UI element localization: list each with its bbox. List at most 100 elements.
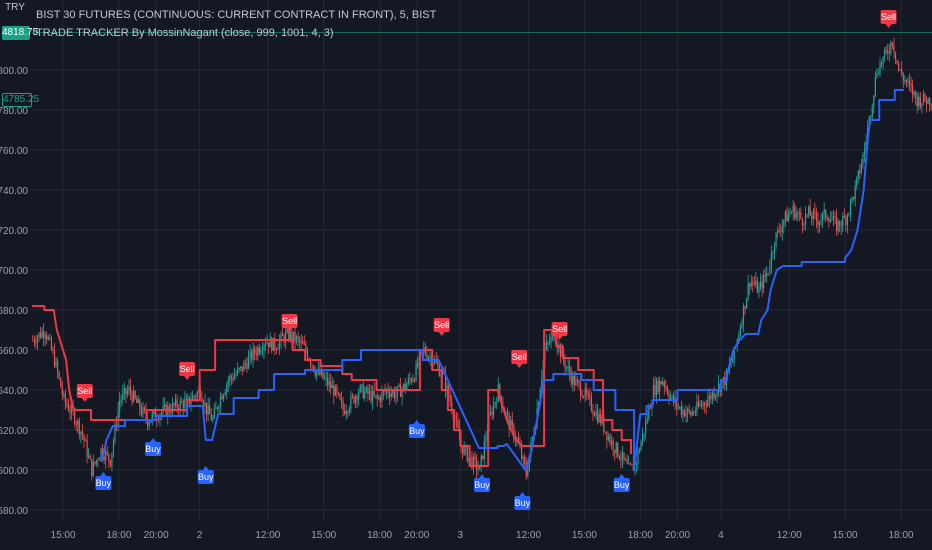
candle-body bbox=[403, 383, 405, 390]
y-tick-label: 4780.00 bbox=[0, 106, 28, 117]
candle-body bbox=[691, 412, 693, 416]
candle-body bbox=[626, 460, 628, 464]
sell-signal[interactable]: Sell bbox=[880, 10, 897, 28]
candle-body bbox=[629, 463, 631, 465]
candle-body bbox=[224, 392, 226, 395]
candle-body bbox=[83, 434, 85, 441]
candle-body bbox=[865, 142, 867, 150]
candle-body bbox=[392, 390, 394, 394]
candle-body bbox=[306, 350, 309, 359]
x-tick-label: 18:00 bbox=[367, 530, 392, 541]
candle-body bbox=[302, 341, 304, 345]
candle-body bbox=[738, 335, 740, 340]
candle-body bbox=[879, 63, 881, 74]
candle-body bbox=[412, 379, 414, 382]
candle-body bbox=[772, 252, 774, 254]
candle-body bbox=[351, 396, 354, 397]
candle-body bbox=[547, 342, 549, 344]
candle-body bbox=[730, 362, 732, 365]
signal-label: Buy bbox=[145, 444, 161, 454]
candle-body bbox=[775, 232, 777, 247]
candle-body bbox=[223, 394, 225, 400]
signal-label: Sell bbox=[881, 12, 896, 22]
candle-body bbox=[763, 274, 765, 289]
sell-signal[interactable]: Sell bbox=[281, 314, 298, 332]
candle-body bbox=[882, 56, 884, 65]
buy-signal[interactable]: Buy bbox=[145, 438, 161, 456]
candle-body bbox=[207, 405, 209, 415]
candle-body bbox=[745, 298, 748, 309]
candle-body bbox=[857, 170, 859, 178]
candle-body bbox=[309, 360, 312, 365]
y-tick-label: 4580.00 bbox=[0, 506, 28, 517]
candle-body bbox=[688, 408, 690, 412]
buy-signal[interactable]: Buy bbox=[514, 492, 531, 510]
candle-body bbox=[192, 395, 194, 402]
candle-body bbox=[575, 379, 577, 386]
candle-body bbox=[334, 386, 336, 396]
candle-body bbox=[142, 407, 144, 415]
candle-body bbox=[528, 456, 530, 471]
candle-body bbox=[372, 390, 374, 402]
sell-signal[interactable]: Sell bbox=[551, 322, 568, 340]
candle-body bbox=[901, 69, 903, 75]
candle-body bbox=[597, 411, 599, 423]
buy-signal[interactable]: Buy bbox=[613, 474, 630, 492]
sell-signal[interactable]: Sell bbox=[511, 350, 528, 368]
candle-body bbox=[209, 405, 211, 415]
candle-body bbox=[573, 375, 575, 386]
candle-body bbox=[375, 395, 377, 397]
candle-body bbox=[252, 348, 254, 360]
candle-body bbox=[773, 246, 776, 253]
sell-signal[interactable]: Sell bbox=[433, 318, 450, 336]
candle-body bbox=[455, 419, 457, 421]
candle-body bbox=[319, 368, 321, 375]
candle-body bbox=[359, 385, 361, 393]
candle-body bbox=[277, 348, 279, 350]
candle-body bbox=[586, 388, 588, 395]
candle-body bbox=[426, 353, 428, 359]
candle-body bbox=[848, 213, 850, 216]
candle-body bbox=[437, 362, 439, 366]
indicator-title[interactable]: TRADE TRACKER By MossinNagant (close, 99… bbox=[36, 27, 334, 39]
signal-label: Sell bbox=[77, 386, 92, 396]
candle-body bbox=[70, 405, 73, 413]
candle-body bbox=[871, 106, 873, 117]
candle-body bbox=[697, 401, 700, 407]
candle-body bbox=[395, 394, 397, 398]
candle-body bbox=[769, 267, 771, 274]
candle-body bbox=[584, 388, 586, 397]
candle-body bbox=[761, 281, 763, 289]
candle-body bbox=[648, 407, 650, 419]
candle-body bbox=[333, 385, 335, 396]
candle-body bbox=[804, 213, 807, 226]
candle-body bbox=[837, 220, 839, 232]
buy-signal[interactable]: Buy bbox=[408, 420, 425, 438]
candle-body bbox=[201, 396, 203, 402]
candle-body bbox=[323, 378, 326, 379]
sell-signal[interactable]: Sell bbox=[76, 384, 93, 402]
candle-body bbox=[657, 380, 659, 392]
candle-body bbox=[708, 395, 710, 401]
candle-body bbox=[618, 456, 620, 459]
candle-body bbox=[593, 413, 596, 417]
candle-body bbox=[922, 93, 925, 104]
buy-signal[interactable]: Buy bbox=[95, 472, 112, 490]
buy-signal[interactable]: Buy bbox=[197, 466, 214, 484]
candle-body bbox=[176, 399, 178, 408]
signal-pointer bbox=[184, 376, 191, 380]
x-tick-label: 15:00 bbox=[311, 530, 336, 541]
candle-body bbox=[507, 412, 509, 416]
candle-body bbox=[46, 335, 48, 340]
candle-body bbox=[845, 217, 847, 225]
candle-body bbox=[603, 417, 605, 432]
candle-body bbox=[362, 384, 364, 399]
candle-body bbox=[607, 436, 610, 440]
sell-signal[interactable]: Sell bbox=[179, 362, 196, 380]
candle-body bbox=[159, 414, 161, 420]
candle-body bbox=[250, 351, 253, 360]
candle-body bbox=[134, 391, 136, 399]
candle-body bbox=[63, 393, 65, 395]
buy-signal[interactable]: Buy bbox=[474, 474, 490, 492]
